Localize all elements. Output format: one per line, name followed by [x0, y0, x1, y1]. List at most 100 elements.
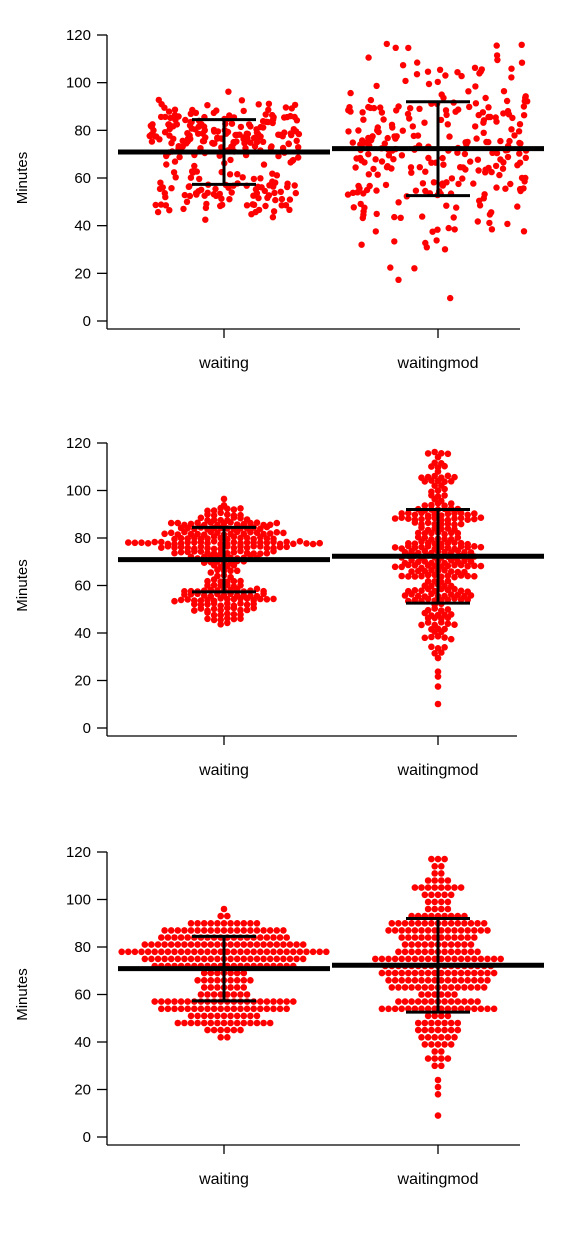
data-point	[210, 545, 218, 553]
data-point	[273, 529, 281, 536]
data-point	[263, 550, 271, 557]
data-point	[171, 158, 179, 165]
data-point	[202, 204, 210, 212]
data-point	[214, 969, 221, 977]
data-point	[148, 941, 155, 948]
data-point	[439, 154, 446, 162]
data-point	[284, 180, 291, 187]
y-tick-label: 20	[74, 265, 91, 282]
data-point	[428, 559, 435, 567]
data-point	[270, 535, 277, 543]
data-point	[217, 578, 224, 585]
data-point	[240, 927, 248, 934]
data-point	[370, 165, 377, 173]
data-point	[373, 187, 380, 194]
data-point	[454, 69, 461, 76]
data-point	[171, 998, 178, 1005]
y-tick-label: 120	[66, 844, 91, 861]
data-point	[200, 920, 208, 927]
data-point	[247, 1019, 254, 1027]
data-point	[471, 510, 478, 517]
data-point	[217, 611, 224, 619]
data-point	[214, 927, 221, 934]
y-axis-label: Minutes	[14, 968, 31, 1021]
data-point	[444, 121, 451, 128]
data-point	[269, 170, 276, 177]
data-point	[398, 572, 406, 580]
data-point	[243, 539, 251, 546]
data-point	[481, 191, 488, 198]
data-point	[447, 635, 455, 643]
data-point	[388, 984, 396, 991]
data-point	[428, 633, 435, 641]
data-point	[484, 977, 491, 984]
data-point	[276, 998, 284, 1005]
data-point	[405, 44, 412, 52]
data-point	[233, 977, 241, 984]
data-point	[471, 573, 478, 580]
data-point	[474, 156, 482, 163]
data-point	[411, 927, 419, 934]
data-point	[418, 977, 425, 984]
data-point	[262, 202, 269, 210]
data-point	[447, 920, 455, 927]
data-point	[217, 1026, 224, 1034]
data-point	[477, 1005, 485, 1013]
data-point	[260, 927, 267, 934]
data-point	[187, 955, 195, 963]
data-point	[253, 129, 261, 136]
data-point	[247, 592, 254, 600]
data-point	[197, 514, 205, 522]
data-point	[434, 891, 442, 899]
data-point	[464, 540, 472, 548]
data-point	[520, 112, 528, 119]
data-point	[350, 204, 357, 211]
data-point	[210, 948, 218, 956]
data-point	[323, 948, 330, 956]
data-point	[156, 185, 164, 193]
data-point	[161, 927, 168, 934]
data-point	[441, 625, 448, 633]
data-point	[441, 891, 448, 899]
data-point	[250, 550, 257, 557]
data-point	[457, 884, 465, 891]
data-point	[414, 948, 422, 956]
data-point	[269, 214, 277, 221]
data-point	[414, 1019, 422, 1027]
data-point	[237, 1026, 244, 1034]
data-point	[418, 991, 425, 998]
data-point	[421, 941, 429, 948]
data-point	[210, 126, 218, 134]
data-point	[290, 540, 297, 548]
data-point	[457, 927, 465, 934]
data-point	[477, 514, 485, 521]
data-point	[174, 1019, 182, 1027]
data-point	[471, 977, 478, 984]
data-point	[226, 196, 233, 203]
data-point	[291, 182, 298, 189]
data-point	[207, 941, 215, 948]
data-point	[234, 171, 241, 178]
data-point	[428, 159, 435, 166]
data-point	[467, 558, 475, 565]
data-point	[165, 108, 173, 115]
data-point	[451, 955, 458, 963]
data-point	[154, 208, 162, 216]
y-tick-label: 0	[83, 313, 91, 330]
data-point	[239, 174, 246, 181]
data-point	[480, 119, 487, 126]
data-point	[163, 161, 170, 168]
data-point	[444, 977, 452, 984]
data-point	[464, 1005, 472, 1013]
data-point	[428, 948, 435, 956]
data-point	[361, 159, 368, 166]
data-point	[472, 100, 480, 107]
data-point	[424, 450, 432, 457]
data-point	[268, 143, 275, 150]
data-point	[217, 545, 224, 553]
data-point	[507, 180, 514, 188]
data-point	[438, 1012, 445, 1020]
data-point	[161, 941, 168, 948]
data-point	[243, 606, 251, 614]
